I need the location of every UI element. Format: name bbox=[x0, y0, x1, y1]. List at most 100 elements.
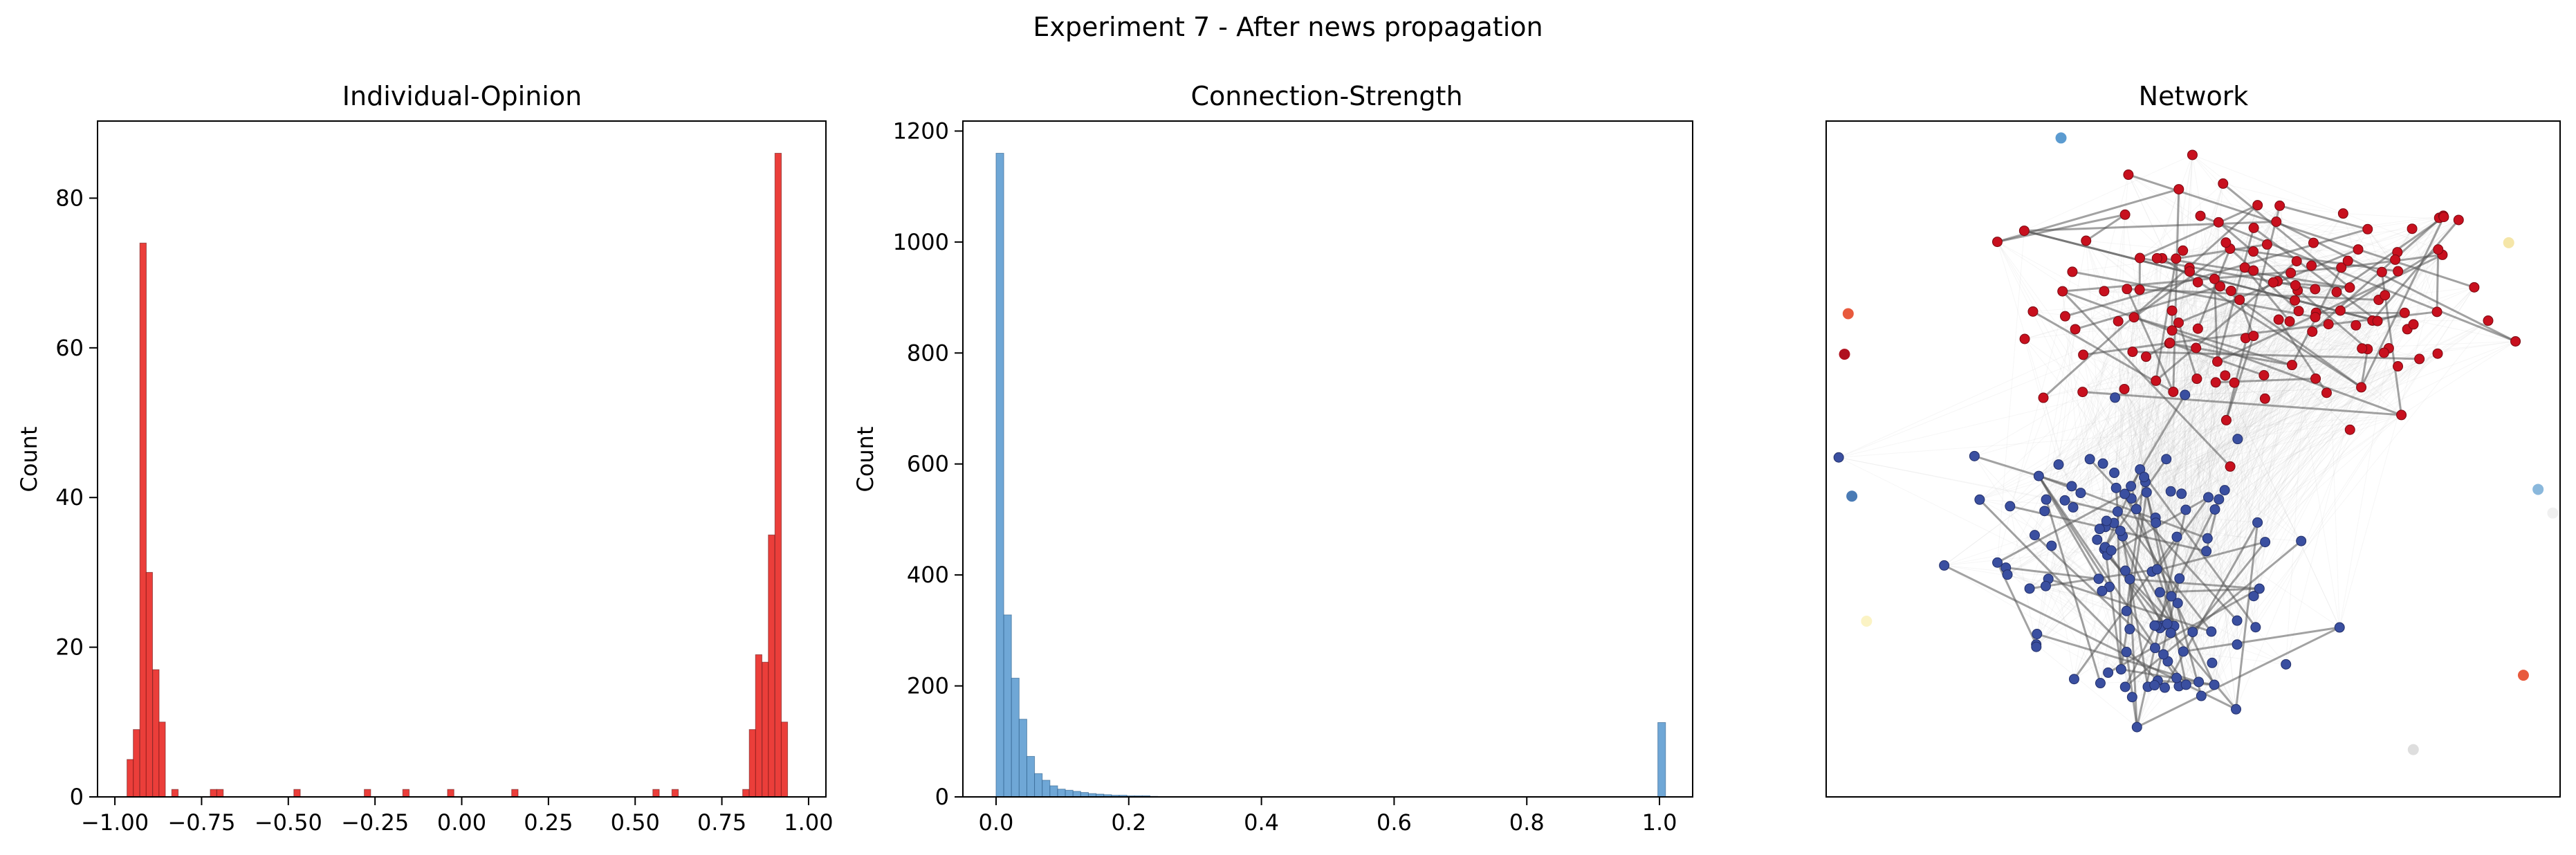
network-edge bbox=[2139, 204, 2258, 259]
network-node bbox=[2121, 647, 2132, 658]
opinion-bar bbox=[511, 789, 519, 798]
strength-plot-frame bbox=[962, 120, 1693, 798]
network-edge bbox=[2367, 229, 2382, 273]
network-node bbox=[2027, 306, 2039, 317]
network-node bbox=[2174, 573, 2185, 584]
network-edge bbox=[2160, 414, 2402, 629]
opinion-bar bbox=[293, 789, 301, 798]
network-edge bbox=[1944, 545, 2052, 566]
network-node bbox=[2195, 210, 2206, 221]
network-edge bbox=[2178, 322, 2256, 627]
network-node bbox=[2092, 534, 2103, 545]
network-node bbox=[2267, 277, 2279, 288]
network-node bbox=[2176, 488, 2187, 499]
network-node bbox=[2038, 392, 2049, 403]
network-edge bbox=[2155, 251, 2254, 381]
network-node bbox=[2239, 262, 2250, 273]
opinion-bar bbox=[652, 789, 660, 798]
network-node bbox=[2202, 492, 2214, 503]
network-node bbox=[2180, 679, 2191, 690]
network-node bbox=[2187, 149, 2198, 160]
network-edge bbox=[1997, 230, 2025, 563]
network-node bbox=[2140, 351, 2151, 362]
network-node bbox=[2284, 316, 2295, 327]
network-node bbox=[2291, 256, 2302, 267]
network-edge bbox=[2034, 534, 2156, 649]
network-edge bbox=[1979, 382, 2235, 500]
network-edge bbox=[2198, 221, 2277, 283]
network-edge bbox=[2214, 259, 2396, 510]
network-edge bbox=[2294, 219, 2459, 301]
network-edge bbox=[2083, 354, 2225, 490]
network-node bbox=[2201, 546, 2212, 557]
network-edge bbox=[2104, 458, 2167, 548]
network-edge bbox=[2289, 321, 2340, 628]
network-edge bbox=[2129, 578, 2260, 590]
opinion-bar bbox=[171, 789, 179, 798]
network-node bbox=[2119, 209, 2131, 220]
network-node bbox=[2310, 284, 2321, 295]
network-edge bbox=[2146, 291, 2232, 358]
network-edge bbox=[2222, 183, 2350, 288]
network-edge bbox=[2064, 300, 2380, 501]
network-node bbox=[2271, 217, 2282, 228]
network-edge bbox=[2045, 300, 2295, 587]
network-edge bbox=[2214, 331, 2313, 510]
network-edge bbox=[2080, 320, 2373, 494]
network-node bbox=[2084, 454, 2095, 465]
network-edge bbox=[2173, 392, 2302, 542]
network-edge bbox=[2107, 587, 2261, 674]
network-edge bbox=[2073, 257, 2141, 679]
strength-ytick-label: 0 bbox=[935, 784, 949, 810]
network-node bbox=[1939, 560, 1950, 571]
network-node bbox=[2344, 424, 2355, 435]
opinion-bar bbox=[768, 534, 775, 798]
network-node bbox=[2161, 454, 2172, 465]
network-edge bbox=[2388, 217, 2445, 349]
network-edge bbox=[2136, 626, 2340, 728]
network-node bbox=[2166, 325, 2178, 336]
network-node bbox=[2296, 535, 2307, 546]
network-edge bbox=[2023, 230, 2378, 322]
network-node bbox=[2213, 217, 2224, 228]
network-edge bbox=[2146, 358, 2420, 493]
network-edge bbox=[2124, 349, 2368, 688]
network-edge bbox=[1974, 282, 2274, 457]
network-node bbox=[2005, 501, 2016, 512]
network-edge bbox=[2181, 420, 2227, 495]
network-edge bbox=[2039, 291, 2232, 477]
strength-bar bbox=[1034, 773, 1043, 798]
network-edge bbox=[2072, 270, 2316, 318]
strength-ytick-label: 600 bbox=[907, 451, 949, 477]
network-edge bbox=[2005, 545, 2052, 569]
network-node bbox=[2019, 333, 2030, 344]
network-node bbox=[1991, 237, 2003, 248]
network-node bbox=[2112, 506, 2123, 517]
network-edge bbox=[2114, 219, 2459, 473]
network-node bbox=[2308, 237, 2319, 248]
strength-bar bbox=[1018, 719, 1027, 798]
network-node bbox=[2376, 266, 2387, 277]
strength-xtick-label: 0.4 bbox=[1244, 809, 1279, 836]
network-node bbox=[2273, 314, 2284, 325]
network-edge bbox=[2124, 214, 2350, 430]
strength-ylabel: Count bbox=[852, 426, 878, 492]
network-node bbox=[2510, 335, 2521, 347]
network-node bbox=[2209, 504, 2220, 515]
network-edge bbox=[2044, 310, 2341, 512]
opinion-bar bbox=[762, 661, 769, 798]
opinion-bar bbox=[742, 789, 750, 798]
opinion-bar bbox=[127, 759, 134, 798]
network-edge bbox=[2339, 248, 2439, 312]
network-node bbox=[2321, 387, 2332, 398]
network-edge bbox=[2104, 291, 2337, 550]
network-edge bbox=[2124, 389, 2200, 682]
network-node bbox=[2151, 517, 2162, 528]
network-node bbox=[1969, 450, 1980, 461]
network-edge bbox=[2155, 312, 2405, 648]
network-node bbox=[2166, 591, 2177, 602]
network-edge bbox=[2223, 183, 2344, 214]
network-edge bbox=[2104, 291, 2378, 322]
network-node bbox=[2075, 488, 2086, 499]
network-edge bbox=[2064, 154, 2193, 501]
